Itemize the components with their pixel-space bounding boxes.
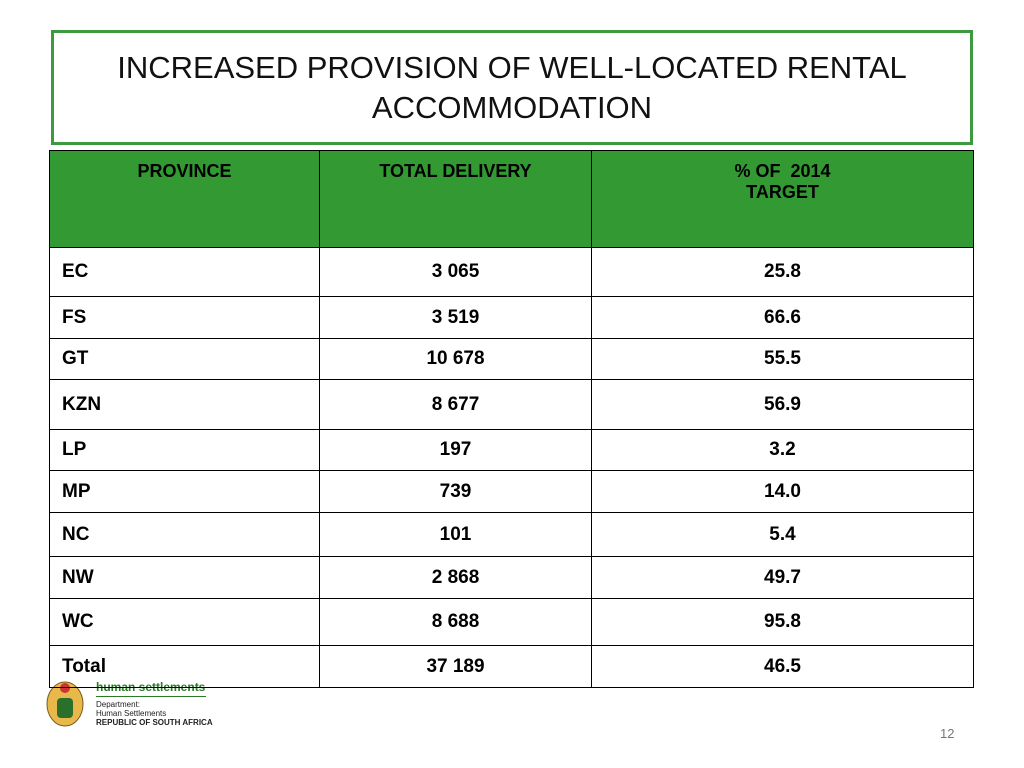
table-cell: LP	[49, 429, 320, 471]
table-cell: 25.8	[591, 247, 974, 297]
table-cell: 14.0	[591, 470, 974, 513]
table-cell: 8 688	[319, 598, 592, 646]
header-cell: PROVINCE	[49, 150, 320, 248]
table-cell: 55.5	[591, 338, 974, 380]
table-cell: Total	[49, 645, 320, 688]
table-cell: 37 189	[319, 645, 592, 688]
table-row: MP 739 14.0	[49, 470, 974, 513]
table-cell: 3 065	[319, 247, 592, 297]
table-row: GT 10 678 55.5	[49, 338, 974, 380]
table-cell: NW	[49, 556, 320, 599]
table-cell: WC	[49, 598, 320, 646]
table-cell: 3 519	[319, 296, 592, 339]
table-row: LP 197 3.2	[49, 429, 974, 471]
table-cell: 5.4	[591, 512, 974, 557]
table-cell: KZN	[49, 379, 320, 430]
logo-rule	[96, 696, 206, 697]
delivery-table: PROVINCE TOTAL DELIVERY% OF 2014 TARGET EC…	[49, 150, 974, 688]
table-cell: GT	[49, 338, 320, 380]
table-row: WC 8 688 95.8	[49, 598, 974, 646]
header-line: % OF 2014	[734, 161, 831, 181]
page-number: 12	[940, 726, 955, 741]
header-line: TARGET	[746, 182, 819, 202]
table-cell: NC	[49, 512, 320, 557]
table-cell: MP	[49, 470, 320, 513]
table-cell: 197	[319, 429, 592, 471]
table-cell: 101	[319, 512, 592, 557]
header-cell: TOTAL DELIVERY	[319, 150, 592, 248]
table-cell: 8 677	[319, 379, 592, 430]
table-cell: 739	[319, 470, 592, 513]
table-cell: 66.6	[591, 296, 974, 339]
table-row: EC 3 065 25.8	[49, 247, 974, 297]
table-cell: 95.8	[591, 598, 974, 646]
logo-line: REPUBLIC OF SOUTH AFRICA	[96, 718, 213, 727]
table-cell: 2 868	[319, 556, 592, 599]
table-cell: 10 678	[319, 338, 592, 380]
table-cell: 46.5	[591, 645, 974, 688]
table-cell: 3.2	[591, 429, 974, 471]
table-row: KZN 8 677 56.9	[49, 379, 974, 430]
header-row: PROVINCE TOTAL DELIVERY% OF 2014 TARGET	[49, 150, 974, 248]
logo-line: Human Settlements	[96, 709, 167, 718]
table-cell: FS	[49, 296, 320, 339]
table-cell: 56.9	[591, 379, 974, 430]
table-row: NC 101 5.4	[49, 512, 974, 557]
logo-line: Department:	[96, 700, 141, 709]
table-row: Total 37 189 46.5	[49, 645, 974, 688]
table-row: FS 3 519 66.6	[49, 296, 974, 339]
slide-title: INCREASED PROVISION OF WELL-LOCATED RENT…	[51, 30, 973, 145]
table-row: NW 2 868 49.7	[49, 556, 974, 599]
header-cell: % OF 2014 TARGET	[591, 150, 974, 248]
table-cell: EC	[49, 247, 320, 297]
table-cell: 49.7	[591, 556, 974, 599]
